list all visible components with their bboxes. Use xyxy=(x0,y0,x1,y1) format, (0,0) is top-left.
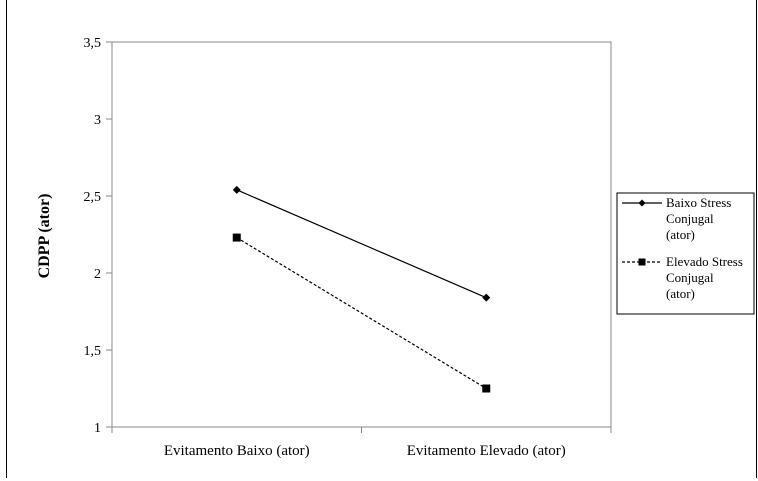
x-tick-label: Evitamento Baixo (ator) xyxy=(164,443,310,459)
series-1 xyxy=(232,185,491,302)
legend-label: Baixo Stress xyxy=(666,195,731,210)
y-tick-label: 3 xyxy=(94,113,101,128)
legend-marker xyxy=(638,258,646,266)
legend-label: Conjugal xyxy=(666,270,714,285)
series-2 xyxy=(232,233,491,393)
legend-label: Elevado Stress xyxy=(666,254,743,269)
legend-marker xyxy=(638,199,646,207)
y-tick-label: 2,5 xyxy=(84,190,102,205)
series-line xyxy=(236,237,487,390)
legend-label: (ator) xyxy=(666,227,695,242)
legend-label: Conjugal xyxy=(666,211,714,226)
chart-series xyxy=(232,185,491,393)
data-point xyxy=(232,185,241,194)
y-tick-label: 2 xyxy=(94,267,101,282)
legend-label: (ator) xyxy=(666,286,695,301)
series-line xyxy=(236,189,487,299)
data-point xyxy=(482,293,491,302)
y-axis-label: CDPP (ator) xyxy=(36,194,53,279)
y-tick-label: 1 xyxy=(94,421,101,436)
legend-box xyxy=(616,192,755,315)
y-tick-label: 1,5 xyxy=(84,344,102,359)
data-point xyxy=(482,384,491,393)
chart-frame xyxy=(6,0,757,478)
chart-axes: 1 1,5 2 2,5 3 3,5 Evitamento Baixo (ator) Evita… xyxy=(84,36,612,459)
plot-area xyxy=(111,41,612,428)
data-point xyxy=(232,233,241,242)
y-tick-label: 3,5 xyxy=(84,36,102,51)
x-tick-label: Evitamento Elevado (ator) xyxy=(407,443,566,459)
